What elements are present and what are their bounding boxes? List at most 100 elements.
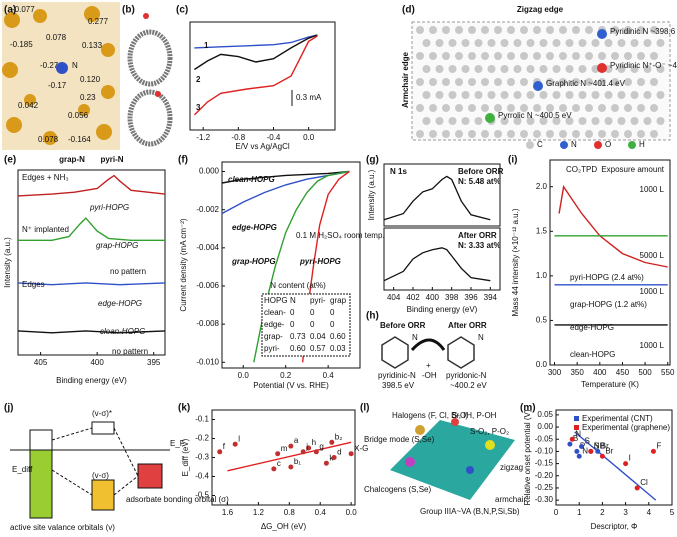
carbon: [546, 78, 554, 86]
table-cell: 0: [310, 308, 315, 317]
x-tick-label: 450: [616, 368, 630, 377]
carbon: [643, 65, 652, 73]
carbon: [546, 130, 554, 138]
carbon: [494, 78, 502, 86]
carbon: [455, 26, 463, 34]
series-label: clean-HOPG: [100, 327, 145, 336]
state: After ORR: [448, 321, 487, 330]
point-label: Br: [605, 446, 613, 455]
point-label: N: [575, 429, 581, 438]
carbon: [435, 91, 444, 99]
note: Chalcogens (S,Se): [364, 485, 431, 494]
carbon: [565, 39, 574, 47]
y-tick-label: -0.15: [535, 459, 554, 468]
point-label: b₂: [335, 432, 343, 441]
atom: N: [412, 333, 418, 342]
point-label: NB: [594, 442, 605, 451]
o-atom: [155, 91, 161, 97]
carbon: [617, 39, 626, 47]
nanotubes: [127, 29, 173, 147]
carbon: [585, 104, 593, 112]
name: pyridinic-N: [378, 371, 416, 380]
sub-title: After ORR: [458, 231, 497, 240]
carbon: [494, 26, 502, 34]
scale-label: 0.3 mA: [296, 93, 322, 102]
peak-label: grap-N: [59, 155, 85, 164]
point: [275, 451, 281, 457]
carbon: [578, 39, 587, 47]
carbon: [481, 52, 489, 60]
carbon: [461, 117, 470, 125]
orbital-diagram: [10, 421, 170, 519]
series-label: grap-HOPG (1.2 at%): [570, 300, 647, 309]
molecules: [381, 336, 475, 369]
y-axis-label: Intensity (a.u.): [3, 237, 12, 288]
y-tick-label: -0.002: [196, 205, 219, 214]
charge-label: 0.277: [88, 17, 109, 26]
note: 0.1 M H₂SO₄ room temp.: [296, 231, 385, 240]
x-tick-label: 0.2: [280, 371, 292, 380]
carbon: [572, 78, 580, 86]
panel-label: (h): [366, 311, 379, 322]
plot-frame: [221, 161, 361, 369]
carbon: [435, 117, 444, 125]
annotation: Pyridinic N⁺-O⁻ ~402~405 eV: [610, 61, 677, 70]
carbon: [429, 78, 437, 86]
level: E_diff: [12, 465, 33, 474]
x-tick-label: 0.0: [346, 508, 358, 517]
x-axis-label: ΔG_OH (eV): [261, 522, 307, 531]
series-label: pyri-HOPG (2.4 at%): [570, 273, 644, 282]
plot-frame: [189, 21, 336, 131]
x-tick-label: 400: [593, 368, 607, 377]
panel-label: (d): [402, 5, 415, 16]
legend-label: N: [571, 140, 577, 149]
level: E_F: [170, 439, 185, 448]
content-label: N: 5.48 at%: [458, 177, 501, 186]
x-tick-label: 4: [647, 508, 652, 517]
site: [597, 29, 607, 39]
point-label: Br: [601, 442, 609, 451]
carbon: [559, 78, 567, 86]
y-tick-label: 0.000: [199, 167, 220, 176]
carbon: [474, 39, 483, 47]
point-label: X-G: [354, 444, 368, 453]
n-atom: [56, 62, 68, 74]
carbon: [604, 91, 613, 99]
carbon: [539, 91, 548, 99]
point: [288, 464, 294, 470]
legend-marker: [594, 141, 602, 149]
carbon: [422, 117, 431, 125]
carbon: [546, 104, 554, 112]
series-line: [574, 431, 657, 501]
y-tick-label: -0.2: [195, 434, 209, 443]
carbon: [598, 104, 606, 112]
carbon: [624, 130, 632, 138]
table-cell: 0.04: [310, 332, 326, 341]
series-line: [194, 34, 318, 49]
y-tick-label: 0.0: [536, 360, 548, 369]
point: [576, 453, 582, 459]
carbon: [507, 52, 515, 60]
panel-label: (g): [366, 155, 379, 166]
table-cell: 0: [330, 308, 335, 317]
x-axis-label: Potential (V vs. RHE): [253, 381, 329, 390]
x-tick-label: 1: [577, 508, 582, 517]
element: N 1s: [390, 167, 407, 176]
carbon: [591, 91, 600, 99]
carbon: [461, 39, 470, 47]
legend-marker: [628, 141, 636, 149]
table-header: grap: [330, 296, 347, 305]
carbon: [539, 39, 548, 47]
panel-label: (e): [4, 155, 16, 166]
point: [300, 449, 306, 455]
panel-label: (f): [178, 155, 188, 166]
point: [217, 449, 223, 455]
carbon: [611, 26, 619, 34]
carbon: [611, 104, 619, 112]
x-tick-label: 5: [670, 508, 675, 517]
carbon: [552, 117, 561, 125]
site: [597, 63, 607, 73]
amount: 1000 L: [640, 185, 665, 194]
annotation: Graphitic N ~401.4 eV: [546, 79, 626, 88]
carbon: [455, 104, 463, 112]
